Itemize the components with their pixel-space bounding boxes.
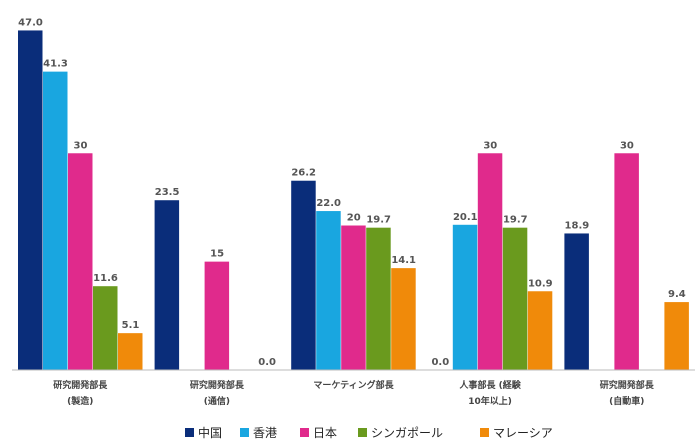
- bar: [43, 71, 68, 370]
- bar: [391, 268, 416, 370]
- bar: [614, 153, 639, 370]
- data-label: 14.1: [391, 255, 416, 266]
- category-label: 10年以上): [468, 395, 512, 407]
- category-label: (製造): [67, 395, 93, 407]
- category-label: (通信): [204, 395, 230, 407]
- category-label: 研究開発部長: [53, 379, 108, 391]
- legend-swatch: [358, 428, 367, 437]
- legend-label: シンガポール: [371, 426, 443, 440]
- data-label: 30: [74, 140, 88, 151]
- category-labels-layer: 研究開発部長 (製造) 研究開発部長 (通信) マーケティング部長 人事部長 (経験 10年…: [53, 379, 654, 407]
- legend-swatch: [300, 428, 309, 437]
- data-label: 11.6: [93, 273, 118, 284]
- bar: [366, 227, 391, 370]
- data-label: 10.9: [528, 278, 553, 289]
- category-label: マーケティング部長: [313, 379, 394, 391]
- bar: [664, 302, 689, 370]
- bar: [452, 224, 478, 370]
- legend-label: 中国: [198, 425, 222, 440]
- data-label: 9.4: [668, 289, 686, 300]
- bar: [93, 286, 118, 370]
- category-label: 研究開発部長: [600, 379, 655, 391]
- bar: [502, 227, 528, 370]
- bar: [316, 211, 341, 370]
- data-label: 26.2: [291, 168, 316, 179]
- value-labels-layer: 47.0 41.3 30 11.6 5.1 23.5 15 0.0 26.2 22.0 20 19.7…: [18, 17, 686, 368]
- data-label: 19.7: [503, 215, 528, 226]
- data-label: 30: [483, 140, 497, 151]
- legend-swatch: [240, 428, 249, 437]
- data-label: 15: [210, 249, 224, 260]
- bar: [68, 153, 93, 370]
- bar: [341, 225, 366, 370]
- data-label: 47.0: [18, 17, 43, 28]
- bar: [154, 200, 180, 370]
- data-label: 0.0: [431, 357, 449, 368]
- bar: [564, 233, 589, 370]
- bar: [527, 291, 553, 370]
- legend-swatch: [185, 428, 194, 437]
- category-label: (自動車): [609, 395, 644, 407]
- legend-swatch: [480, 428, 489, 437]
- data-label: 18.9: [565, 220, 590, 231]
- bar: [291, 180, 316, 370]
- data-label: 41.3: [43, 59, 68, 70]
- data-label: 20: [347, 213, 361, 224]
- data-label: 19.7: [366, 215, 391, 226]
- bar: [204, 261, 230, 370]
- category-label: 研究開発部長: [190, 379, 245, 391]
- data-label: 0.0: [258, 357, 276, 368]
- bar: [118, 333, 143, 370]
- data-label: 22.0: [316, 198, 341, 209]
- bars-layer: [18, 30, 689, 371]
- category-label: 人事部長 (経験: [458, 379, 521, 391]
- bar: [477, 153, 503, 370]
- legend-label: マレーシア: [493, 426, 553, 440]
- data-label: 23.5: [155, 187, 180, 198]
- data-label: 20.1: [453, 212, 478, 223]
- data-label: 5.1: [122, 320, 140, 331]
- legend-label: 香港: [253, 426, 277, 440]
- data-label: 30: [620, 140, 634, 151]
- legend-label: 日本: [313, 426, 337, 440]
- bar: [18, 30, 43, 371]
- legend: 中国 香港 日本 シンガポール マレーシア: [185, 425, 553, 440]
